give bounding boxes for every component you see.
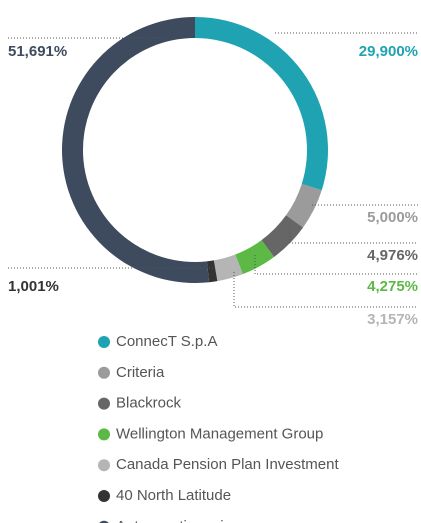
legend-marker (98, 336, 110, 348)
donut-segment (195, 17, 328, 191)
value-label: 5,000% (367, 209, 418, 226)
legend-marker (98, 459, 110, 472)
value-label: 4,976% (367, 247, 418, 264)
donut-segment (286, 183, 322, 228)
legend-label: Criteria (116, 364, 165, 381)
donut-segment (235, 240, 275, 275)
donut-segment (261, 215, 304, 257)
legend-marker (98, 397, 110, 410)
legend-label: 40 North Latitude (116, 487, 231, 504)
value-label: 1,001% (8, 278, 59, 295)
leader-line (289, 230, 418, 244)
donut-segment (206, 260, 218, 283)
value-label: 29,900% (359, 43, 418, 60)
legend-label: Blackrock (116, 395, 182, 412)
value-label: 51,691% (8, 43, 67, 60)
leader-line (254, 255, 418, 275)
legend-label: Canada Pension Plan Investment (116, 456, 339, 473)
legend-marker (99, 520, 109, 523)
donut-segment (213, 254, 243, 282)
legend-marker (98, 428, 110, 441)
legend-marker (98, 490, 110, 502)
legend-marker (98, 366, 110, 379)
legend-label: ConnecT S.p.A (116, 333, 217, 350)
legend-label: Wellington Management Group (116, 425, 323, 442)
value-label: 3,157% (367, 311, 418, 328)
value-label: 4,275% (367, 278, 418, 295)
donut-segment (61, 17, 210, 283)
legend-label: Autres actionnaires (116, 518, 244, 523)
